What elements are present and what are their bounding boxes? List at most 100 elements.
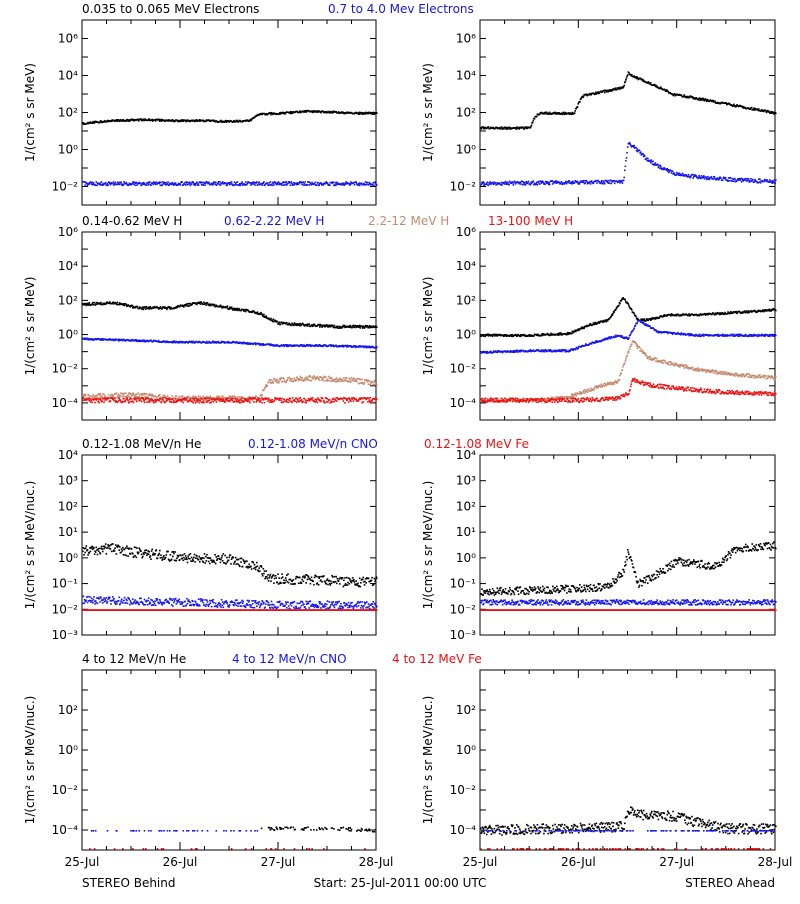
data-point xyxy=(368,397,370,399)
data-point xyxy=(173,342,175,344)
data-point xyxy=(484,182,486,184)
data-point xyxy=(100,302,102,304)
data-point xyxy=(286,322,288,324)
data-point xyxy=(261,402,263,404)
data-point xyxy=(295,379,297,381)
data-point xyxy=(220,120,222,122)
data-point xyxy=(303,401,305,403)
data-point xyxy=(333,182,335,184)
data-point xyxy=(284,399,286,401)
data-point xyxy=(376,184,378,186)
data-point xyxy=(577,106,579,108)
data-point xyxy=(577,348,579,350)
data-point xyxy=(160,182,162,184)
data-point xyxy=(271,379,273,381)
data-point xyxy=(323,400,325,402)
data-point xyxy=(89,398,91,400)
data-point xyxy=(290,398,292,400)
data-point xyxy=(294,401,296,403)
data-point xyxy=(134,185,136,187)
data-point xyxy=(269,379,271,381)
data-point xyxy=(501,184,503,186)
data-point xyxy=(117,302,119,304)
data-point xyxy=(562,114,564,116)
data-point xyxy=(728,180,730,182)
data-point xyxy=(240,399,242,401)
data-point xyxy=(236,184,238,186)
data-point xyxy=(129,401,131,403)
data-point xyxy=(631,309,633,311)
data-point xyxy=(308,323,310,325)
data-point xyxy=(760,182,762,184)
data-point xyxy=(104,397,106,399)
data-point xyxy=(176,395,178,397)
data-point xyxy=(203,400,205,402)
data-point xyxy=(116,393,118,395)
data-point xyxy=(548,113,550,115)
data-point xyxy=(221,306,223,308)
data-point xyxy=(364,327,366,329)
data-point xyxy=(650,82,652,84)
data-point xyxy=(160,396,162,398)
data-point xyxy=(593,183,595,185)
data-point xyxy=(633,313,635,315)
data-point xyxy=(241,181,243,183)
data-point xyxy=(129,399,131,401)
data-point xyxy=(107,185,109,187)
data-point xyxy=(376,326,378,328)
data-point xyxy=(291,402,293,404)
data-point xyxy=(348,397,350,399)
data-point xyxy=(609,336,611,338)
data-point xyxy=(333,401,335,403)
data-point xyxy=(625,166,627,168)
data-point xyxy=(323,184,325,186)
data-point xyxy=(141,401,143,403)
data-point xyxy=(365,184,367,186)
data-point xyxy=(223,398,225,400)
data-point xyxy=(178,397,180,399)
data-point xyxy=(245,181,247,183)
y-tick-label: 10⁻⁴ xyxy=(52,396,79,410)
data-point xyxy=(191,184,193,186)
data-point xyxy=(127,394,129,396)
data-point xyxy=(281,377,283,379)
data-point xyxy=(230,396,232,398)
data-point xyxy=(131,183,133,185)
data-point xyxy=(110,400,112,402)
data-point xyxy=(513,184,515,186)
data-point xyxy=(285,381,287,383)
data-point xyxy=(367,401,369,403)
data-point xyxy=(369,380,371,382)
data-point xyxy=(720,177,722,179)
data-point xyxy=(227,184,229,186)
data-point xyxy=(610,183,612,185)
data-point xyxy=(358,383,360,385)
data-point xyxy=(334,325,336,327)
series-black xyxy=(480,297,777,337)
data-point xyxy=(569,180,571,182)
data-point xyxy=(99,122,101,124)
data-point xyxy=(325,376,327,378)
legend-label: 13-100 MeV H xyxy=(488,214,573,228)
data-point xyxy=(220,184,222,186)
data-point xyxy=(511,334,513,336)
data-point xyxy=(583,96,585,98)
data-point xyxy=(307,325,309,327)
data-point xyxy=(287,379,289,381)
data-point xyxy=(351,327,353,329)
y-tick-label: 10⁶ xyxy=(456,225,476,239)
data-point xyxy=(335,381,337,383)
data-point xyxy=(175,398,177,400)
data-point xyxy=(213,183,215,185)
data-point xyxy=(609,182,611,184)
data-point xyxy=(125,392,127,394)
data-point xyxy=(702,177,704,179)
data-point xyxy=(283,401,285,403)
data-point xyxy=(150,306,152,308)
data-point xyxy=(99,402,101,404)
data-point xyxy=(240,402,242,404)
data-point xyxy=(613,312,615,314)
data-point xyxy=(263,389,265,391)
data-point xyxy=(208,182,210,184)
